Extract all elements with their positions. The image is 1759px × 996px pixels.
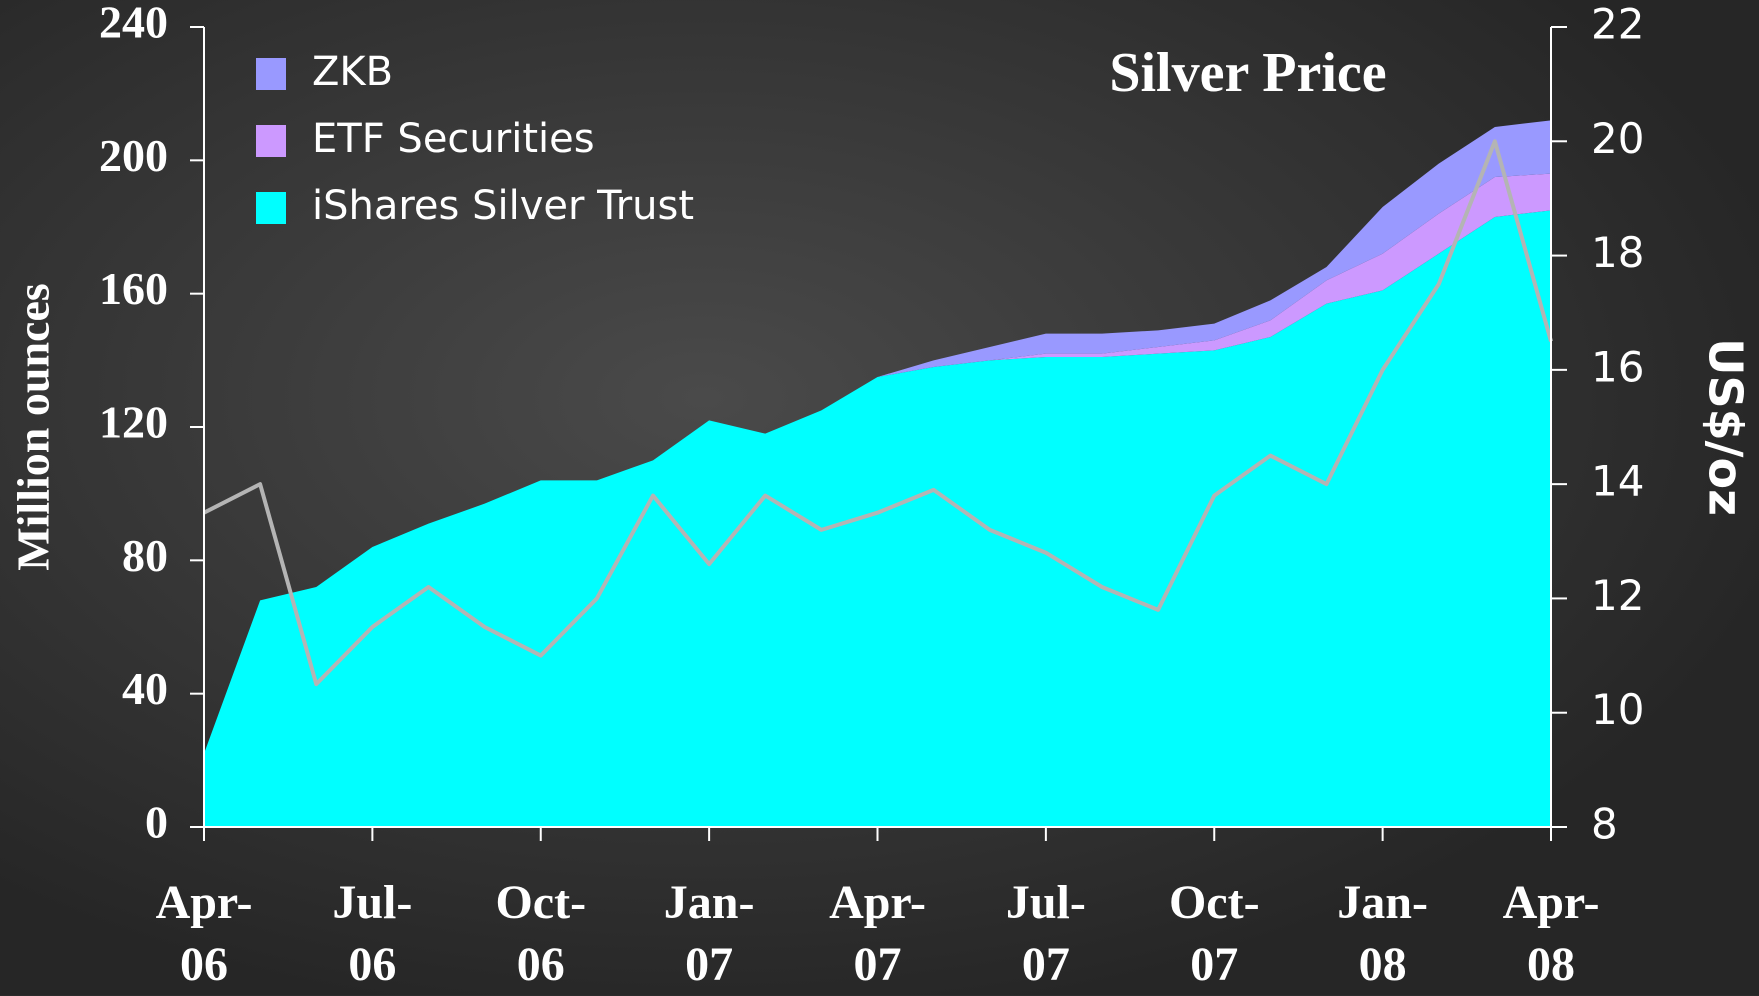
x-tick-label: Oct- 06: [495, 876, 587, 991]
x-tick-label: Apr- 07: [829, 876, 926, 991]
y2-tick-label: 10: [1591, 685, 1644, 734]
x-tick-label: Apr- 08: [1502, 876, 1600, 991]
x-tick-label: Oct- 07: [1168, 876, 1260, 991]
y-tick-label: 160: [99, 263, 168, 314]
legend-swatch: [256, 58, 286, 90]
y2-tick-label: 22: [1591, 0, 1644, 49]
y-tick-label: 80: [122, 530, 168, 581]
y-tick-label: 0: [145, 797, 168, 848]
y2-tick-label: 16: [1591, 342, 1644, 391]
price-line: [203, 139, 1553, 687]
y2-tick-label: 8: [1591, 800, 1618, 849]
y2-tick-label: 12: [1591, 571, 1644, 620]
line-label: Silver Price: [1109, 42, 1386, 104]
area: [204, 173, 1551, 754]
legend-label: ZKB: [312, 49, 393, 95]
y2-axis-label: US$/oz: [1699, 338, 1753, 516]
area: [204, 210, 1551, 828]
y-tick-label: 240: [99, 0, 168, 48]
area: [204, 120, 1551, 754]
x-tick-label: Jan- 08: [1337, 876, 1428, 991]
x-tick-label: Jan- 07: [663, 876, 755, 991]
y2-tick-label: 14: [1591, 457, 1644, 506]
y-tick-label: 120: [99, 397, 168, 448]
x-tick-label: Jul- 07: [1005, 876, 1086, 991]
y-tick-label: 40: [122, 663, 168, 714]
x-tick-label: Apr- 06: [155, 876, 253, 991]
legend-swatch: [256, 125, 286, 157]
y2-tick-label: 18: [1591, 228, 1644, 277]
x-tick-label: Jul- 06: [332, 876, 413, 991]
legend-label: iShares Silver Trust: [312, 183, 694, 229]
legend-label: ETF Securities: [312, 116, 595, 162]
y-axis-label: Million ounces: [8, 283, 59, 571]
y-tick-label: 200: [99, 130, 168, 181]
y2-tick-label: 20: [1591, 114, 1644, 163]
legend-swatch: [256, 192, 286, 224]
